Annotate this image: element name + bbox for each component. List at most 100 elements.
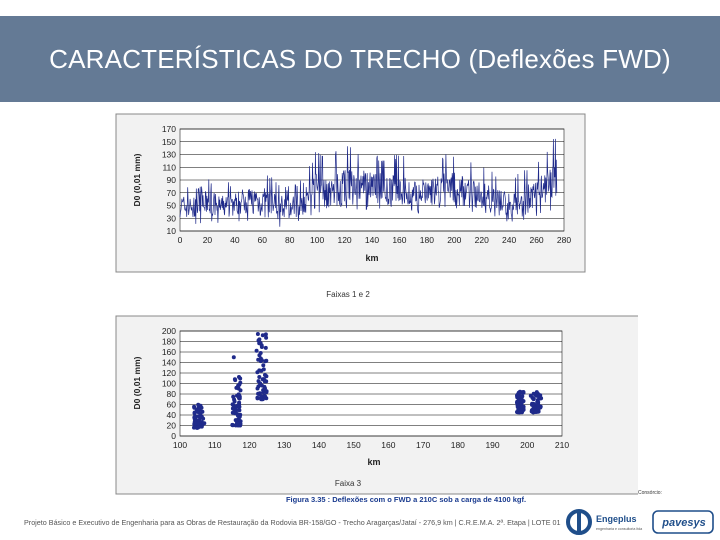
chart1-xtick-label: 160: [392, 235, 406, 245]
chart2-point: [237, 414, 242, 419]
chart2-point: [262, 384, 267, 389]
chart2-ytick-label: 0: [171, 431, 176, 441]
chart1: 0 20 40 60 80 100 120 140 160 180 200 220 240 260 280 …: [132, 124, 571, 263]
chart2-point: [261, 363, 266, 368]
engeplus-logo-mark: [566, 509, 592, 535]
chart2-point: [236, 404, 241, 408]
chart2-point: [234, 421, 239, 426]
chart1-ytick-label: 150: [162, 137, 176, 147]
chart1-xtick-label: 240: [502, 235, 516, 245]
chart2-point: [231, 355, 236, 360]
chart2-xtick-label: 190: [485, 440, 499, 450]
chart2-xlabel: km: [367, 457, 380, 467]
chart1-ytick-label: 170: [162, 124, 176, 134]
chart2-ytick-label: 80: [167, 389, 177, 399]
chart2-point: [263, 359, 268, 364]
pavesys-logo-frame: [652, 510, 714, 534]
chart2-ylabel: D0 (0,01 mm): [132, 356, 142, 409]
chart2-point: [201, 416, 206, 421]
chart2-point: [230, 406, 235, 411]
chart2-point: [515, 393, 519, 398]
chart2-point: [264, 374, 269, 379]
chart2-point: [237, 375, 241, 379]
pavesys-logo-name: pavesys: [661, 517, 705, 529]
chart2-point: [233, 378, 238, 383]
chart2-point: [536, 402, 541, 407]
chart2-point: [230, 423, 235, 428]
slide-title: CARACTERÍSTICAS DO TRECHO (Deflexões FWD…: [49, 43, 671, 74]
chart2-point: [237, 400, 242, 405]
chart1-xlabel: km: [365, 253, 378, 263]
chart2-ytick-label: 180: [162, 337, 176, 347]
chart2-point: [261, 390, 266, 395]
engeplus-logo-sub: engenharia e consultoria ltda: [596, 527, 642, 531]
chart2-point: [237, 382, 242, 387]
chart2-point: [520, 405, 525, 409]
chart2-point: [196, 421, 201, 426]
chart2-xtick-label: 130: [277, 440, 291, 450]
chart2-point: [528, 393, 533, 398]
engeplus-logo: Engeplus engenharia e consultoria ltda: [566, 509, 642, 535]
chart1-xtick-label: 20: [203, 235, 213, 245]
chart1-xtick-label: 260: [529, 235, 543, 245]
consorcio-label: Consórcio:: [638, 490, 662, 496]
title-bar: CARACTERÍSTICAS DO TRECHO (Deflexões FWD…: [0, 16, 720, 102]
chart1-ylabel: D0 (0,01 mm): [132, 153, 142, 206]
chart1-ytick-label: 70: [167, 188, 177, 198]
figure-image: 0 20 40 60 80 100 120 140 160 180 200 220 240 260 280 …: [70, 104, 649, 508]
chart2-xtick-label: 200: [520, 440, 534, 450]
chart2-point: [197, 424, 202, 429]
chart2-ytick-label: 140: [162, 358, 176, 368]
chart2-point: [230, 402, 235, 407]
chart2-ytick-label: 160: [162, 347, 176, 357]
chart2-point: [258, 381, 263, 386]
chart1-series-line: [179, 138, 558, 227]
chart1-xtick-label: 0: [178, 235, 183, 245]
chart2-point: [531, 397, 536, 402]
chart1-ytick-label: 30: [167, 213, 177, 223]
chart2-point: [533, 392, 538, 397]
chart2-point: [531, 401, 536, 406]
chart2-title: Faixa 3: [335, 479, 362, 488]
chart2-point: [263, 345, 268, 350]
chart2-point: [517, 406, 521, 410]
chart1-xtick-label: 280: [557, 235, 571, 245]
chart2-point: [196, 403, 201, 408]
chart2-point: [257, 375, 262, 379]
chart2-point: [521, 390, 526, 394]
chart2-point: [531, 407, 536, 411]
chart2-ytick-label: 20: [167, 421, 177, 431]
chart2-point: [263, 332, 268, 337]
chart2-point: [238, 388, 243, 393]
chart1-xtick-label: 180: [420, 235, 434, 245]
chart2-point: [237, 396, 241, 401]
chart2-point: [258, 341, 263, 345]
chart1-xtick-label: 80: [285, 235, 295, 245]
chart1-ytick-label: 130: [162, 150, 176, 160]
chart1-xtick-label: 140: [365, 235, 379, 245]
chart2-point: [260, 333, 265, 338]
chart2-point: [254, 348, 259, 353]
chart2-point: [238, 422, 243, 426]
chart2-point: [263, 394, 267, 399]
chart2-point: [264, 335, 269, 340]
chart2-xtick-label: 150: [347, 440, 361, 450]
chart2: 100 110 120 130 140 150 160 170 180 190 200 210 020…: [132, 326, 569, 467]
figure-svg: 0 20 40 60 80 100 120 140 160 180 200 220 240 260 280 …: [115, 113, 649, 504]
chart2-ytick-label: 200: [162, 326, 176, 336]
chart1-xtick-label: 100: [310, 235, 324, 245]
engeplus-logo-name: Engeplus: [596, 514, 637, 524]
chart2-xtick-label: 170: [416, 440, 430, 450]
chart2-xtick-label: 110: [208, 440, 222, 450]
figure-caption: Figura 3.35 : Deflexões com o FWD a 210C…: [286, 495, 526, 504]
chart1-xtick-label: 120: [337, 235, 351, 245]
chart2-point: [198, 411, 203, 416]
chart2-point: [518, 390, 523, 395]
chart2-point: [192, 410, 197, 415]
chart2-point: [261, 377, 266, 382]
chart1-xtick-label: 60: [258, 235, 268, 245]
chart2-point: [255, 386, 260, 391]
chart2-point: [201, 421, 206, 426]
chart2-ytick-label: 100: [162, 379, 176, 389]
chart2-point: [519, 397, 524, 402]
